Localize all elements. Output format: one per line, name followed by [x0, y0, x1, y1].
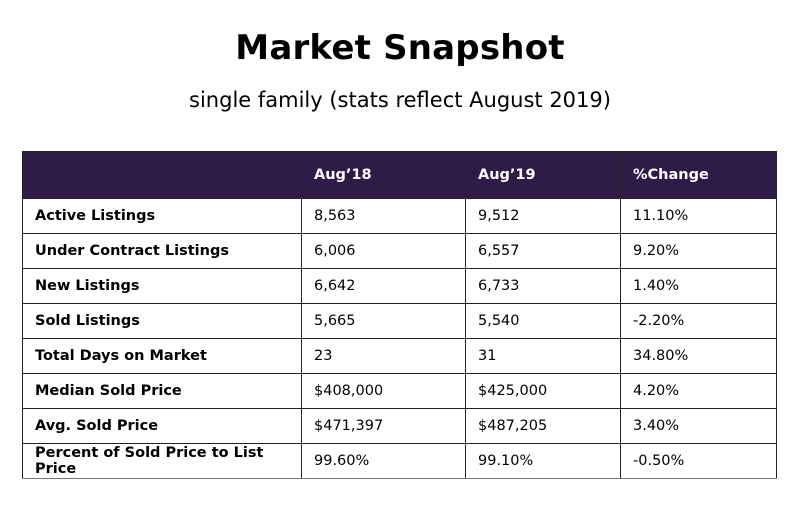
- row-label: Avg. Sold Price: [22, 408, 302, 444]
- cell-aug18: $471,397: [301, 408, 466, 444]
- page-subtitle: single family (stats reflect August 2019…: [189, 88, 611, 112]
- column-header-aug18: Aug’18: [301, 151, 466, 199]
- cell-aug19: $425,000: [465, 373, 621, 409]
- row-label: Percent of Sold Price to List Price: [22, 443, 302, 479]
- cell-aug19: 99.10%: [465, 443, 621, 479]
- table-row: Sold Listings 5,665 5,540 -2.20%: [22, 303, 777, 339]
- cell-aug18: 23: [301, 338, 466, 374]
- row-label: Median Sold Price: [22, 373, 302, 409]
- cell-change: 34.80%: [620, 338, 777, 374]
- table-row: Median Sold Price $408,000 $425,000 4.20%: [22, 373, 777, 409]
- table-header-row: Aug’18 Aug’19 %Change: [22, 151, 777, 199]
- cell-aug18: 5,665: [301, 303, 466, 339]
- cell-change: 9.20%: [620, 233, 777, 269]
- row-label: New Listings: [22, 268, 302, 304]
- cell-aug19: 5,540: [465, 303, 621, 339]
- row-label: Sold Listings: [22, 303, 302, 339]
- cell-aug19: 9,512: [465, 198, 621, 234]
- row-label: Active Listings: [22, 198, 302, 234]
- cell-aug19: 6,557: [465, 233, 621, 269]
- cell-aug18: 8,563: [301, 198, 466, 234]
- cell-change: 3.40%: [620, 408, 777, 444]
- column-header-metric: [22, 151, 302, 199]
- table-row: New Listings 6,642 6,733 1.40%: [22, 268, 777, 304]
- table-row: Total Days on Market 23 31 34.80%: [22, 338, 777, 374]
- cell-change: 4.20%: [620, 373, 777, 409]
- column-header-change: %Change: [620, 151, 777, 199]
- row-label: Under Contract Listings: [22, 233, 302, 269]
- table-row: Avg. Sold Price $471,397 $487,205 3.40%: [22, 408, 777, 444]
- column-header-aug19: Aug’19: [465, 151, 621, 199]
- cell-change: 1.40%: [620, 268, 777, 304]
- table-row: Under Contract Listings 6,006 6,557 9.20%: [22, 233, 777, 269]
- cell-aug18: 6,642: [301, 268, 466, 304]
- cell-aug18: 99.60%: [301, 443, 466, 479]
- page-title: Market Snapshot: [235, 28, 565, 68]
- cell-aug19: 6,733: [465, 268, 621, 304]
- market-snapshot-table: Aug’18 Aug’19 %Change Active Listings 8,5…: [22, 151, 777, 479]
- cell-aug19: $487,205: [465, 408, 621, 444]
- cell-aug19: 31: [465, 338, 621, 374]
- cell-aug18: 6,006: [301, 233, 466, 269]
- table-row: Percent of Sold Price to List Price 99.60…: [22, 443, 777, 479]
- cell-aug18: $408,000: [301, 373, 466, 409]
- cell-change: 11.10%: [620, 198, 777, 234]
- cell-change: -2.20%: [620, 303, 777, 339]
- table-row: Active Listings 8,563 9,512 11.10%: [22, 198, 777, 234]
- cell-change: -0.50%: [620, 443, 777, 479]
- row-label: Total Days on Market: [22, 338, 302, 374]
